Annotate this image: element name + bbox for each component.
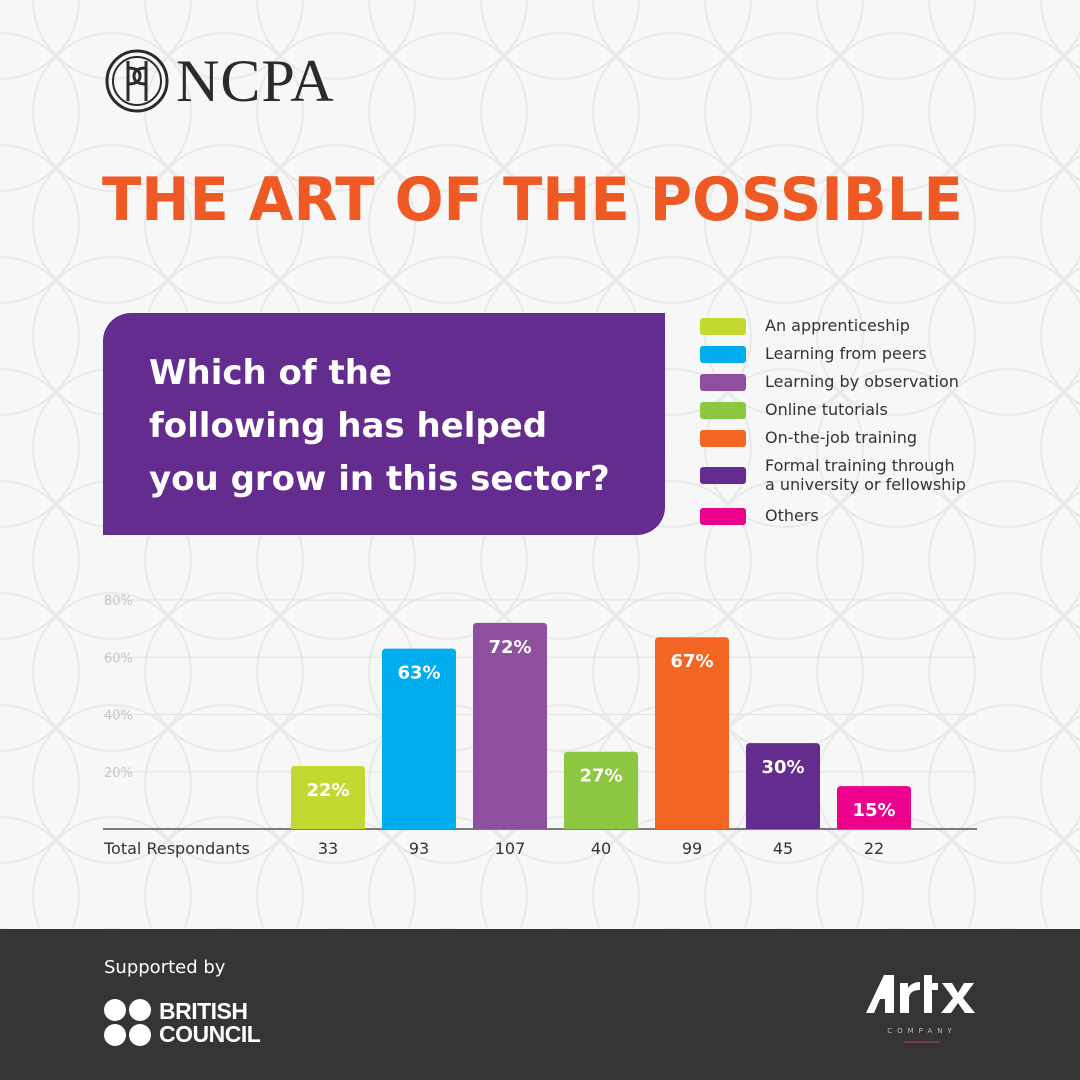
y-tick-label: 60%	[104, 651, 133, 666]
chart-legend: An apprenticeship Learning from peers Le…	[700, 316, 1000, 534]
bar	[837, 786, 911, 829]
bar-value-label: 30%	[761, 757, 804, 778]
legend-label: Others	[765, 506, 819, 525]
legend-swatch	[700, 402, 746, 419]
respondents-count: 93	[409, 839, 429, 858]
artx-logo: COMPANY	[866, 975, 975, 1043]
legend-swatch	[700, 467, 746, 484]
legend-swatch	[700, 508, 746, 525]
bar-chart: 80% 60% 40% 20% 22% 33 63% 93 72% 107 27% 40 67% 99 30…	[103, 594, 977, 858]
bar	[291, 766, 365, 829]
legend-label: Formal training through	[765, 456, 955, 475]
respondents-count: 107	[495, 839, 526, 858]
supported-by-text: Supported by	[104, 957, 226, 978]
bar-value-label: 22%	[306, 780, 349, 801]
legend-label: Learning from peers	[765, 344, 927, 363]
legend-label: On-the-job training	[765, 428, 917, 447]
artx-company-text: COMPANY	[887, 1027, 957, 1035]
legend-swatch	[700, 346, 746, 363]
legend-item: Formal training through a university or …	[700, 456, 1000, 506]
legend-label: Online tutorials	[765, 400, 888, 419]
page-title: THE ART OF THE POSSIBLE	[102, 165, 963, 235]
respondents-count: 99	[682, 839, 702, 858]
bc-line: BRITISH	[159, 997, 248, 1024]
question-box: Which of the following has helped you gr…	[103, 313, 665, 535]
legend-label: a university or fellowship	[765, 475, 966, 494]
legend-item: Learning from peers	[700, 344, 1000, 372]
ncpa-logo: NCPA	[104, 48, 335, 114]
bar-value-label: 15%	[852, 800, 895, 821]
bar	[655, 637, 729, 829]
legend-label: Learning by observation	[765, 372, 959, 391]
legend-item: Learning by observation	[700, 372, 1000, 400]
bar	[564, 751, 638, 829]
bar	[746, 743, 820, 829]
logo-text: NCPA	[176, 48, 335, 114]
legend-label: An apprenticeship	[765, 316, 910, 335]
question-text: Which of the following has helped you gr…	[149, 347, 629, 506]
british-council-text: BRITISH COUNCIL	[159, 997, 261, 1047]
legend-item: Others	[700, 506, 1000, 534]
legend-swatch	[700, 318, 746, 335]
respondents-count: 33	[318, 839, 338, 858]
y-tick-label: 40%	[104, 709, 133, 724]
bar	[473, 622, 547, 829]
legend-item: On-the-job training	[700, 428, 1000, 456]
bc-line: COUNCIL	[159, 1020, 261, 1047]
bar	[382, 648, 456, 829]
respondents-count: 45	[773, 839, 793, 858]
legend-item: An apprenticeship	[700, 316, 1000, 344]
bar-value-label: 63%	[397, 663, 440, 684]
y-tick-label: 80%	[104, 594, 133, 609]
respondents-label: Total Respondants	[103, 839, 250, 858]
question-line: following has helped	[149, 406, 548, 446]
respondents-count: 22	[864, 839, 884, 858]
legend-item: Online tutorials	[700, 400, 1000, 428]
y-tick-label: 20%	[104, 766, 133, 781]
question-line: you grow in this sector?	[149, 459, 610, 499]
british-council-dots-icon	[104, 999, 151, 1046]
legend-swatch	[700, 374, 746, 391]
ncpa-emblem-icon	[105, 49, 169, 113]
bar-value-label: 72%	[488, 637, 531, 658]
bar-value-label: 67%	[670, 651, 713, 672]
footer: Supported by BRITISH COUNCIL COMPANY	[0, 929, 1080, 1080]
question-line: Which of the	[149, 353, 393, 393]
respondents-count: 40	[591, 839, 611, 858]
bar-value-label: 27%	[579, 766, 622, 787]
british-council-logo: BRITISH COUNCIL	[104, 997, 261, 1047]
legend-swatch	[700, 430, 746, 447]
